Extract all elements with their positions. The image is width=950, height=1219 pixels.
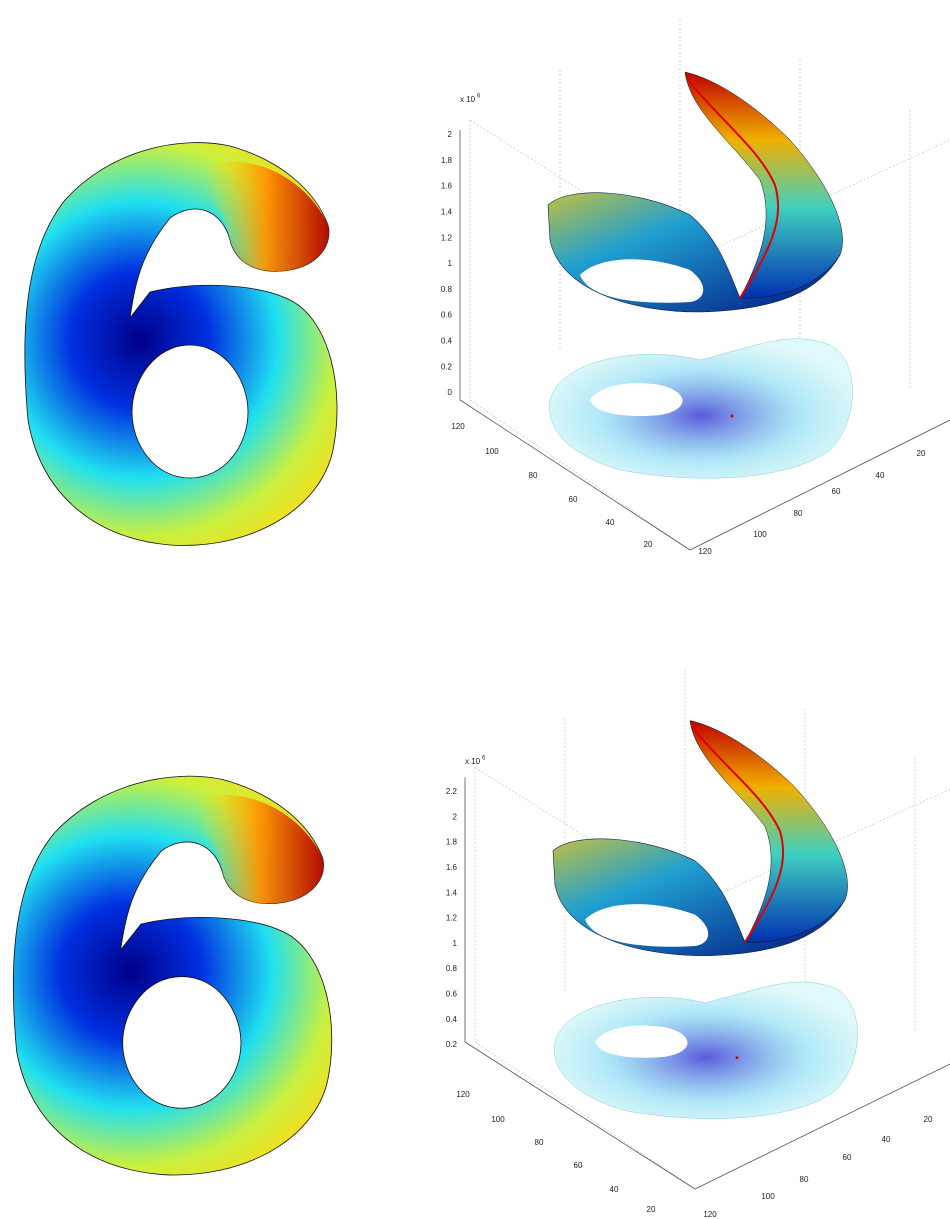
z-tick-label: 1.6 (441, 182, 453, 191)
z-tick-label: 0.2 (441, 362, 453, 371)
surface-plot-bottom (464, 668, 950, 1190)
left-tick-label: 100 (485, 447, 499, 456)
left-tick-label: 40 (610, 1185, 619, 1194)
z-tick-label: 1.8 (446, 838, 458, 847)
digit-surface-top (24, 142, 338, 546)
left-tick-label: 60 (574, 1161, 583, 1170)
right-tick-label: 60 (843, 1153, 852, 1162)
z-tick-label: 2 (453, 812, 458, 821)
z-tick-label: 2 (448, 130, 453, 139)
right-tick-label: 60 (832, 487, 841, 496)
right-tick-label: 120 (703, 1210, 717, 1219)
z-tick-label: 1.2 (446, 914, 458, 923)
right-tick-label: 80 (800, 1175, 809, 1184)
z-tick-label: 0.4 (441, 337, 453, 346)
z-exponent-power: 6 (482, 756, 486, 762)
right-tick-label: 40 (882, 1135, 891, 1144)
left-tick-label: 100 (491, 1115, 505, 1124)
z-tick-label: 1.4 (446, 888, 458, 897)
right-tick-label: 80 (794, 509, 803, 518)
z-tick-label: 0.8 (441, 285, 453, 294)
left-tick-label: 80 (529, 471, 538, 480)
left-tick-label: 60 (569, 495, 578, 504)
z-tick-label: 0.6 (441, 311, 453, 320)
z-tick-label: 0 (448, 388, 453, 397)
z-exponent-power: 6 (477, 94, 481, 100)
z-tick-label: 1.4 (441, 208, 453, 217)
z-tick-label: 1 (453, 939, 458, 948)
right-tick-label: 100 (753, 530, 767, 539)
left-tick-label: 120 (451, 422, 465, 431)
z-tick-label: 2.2 (446, 787, 458, 796)
left-tick-label: 20 (647, 1205, 656, 1214)
z-tick-label: 0.2 (446, 1040, 458, 1049)
left-tick-label: 40 (606, 518, 615, 527)
left-tick-label: 120 (456, 1090, 470, 1099)
left-tick-label: 20 (644, 540, 653, 549)
right-tick-label: 40 (876, 471, 885, 480)
z-tick-label: 0.6 (446, 990, 458, 999)
right-tick-label: 20 (917, 449, 926, 458)
z-tick-label: 1.6 (446, 863, 458, 872)
z-tick-label: 1.8 (441, 156, 453, 165)
z-exponent: x 10 (460, 95, 476, 104)
z-exponent: x 10 (465, 757, 481, 766)
digit-surface-bottom (12, 775, 333, 1176)
left-tick-label: 80 (535, 1138, 544, 1147)
right-tick-label: 100 (761, 1192, 775, 1201)
right-tick-label: 20 (924, 1115, 933, 1124)
z-tick-label: 1 (448, 259, 453, 268)
z-tick-label: 1.2 (441, 233, 453, 242)
z-tick-label: 0.8 (446, 964, 458, 973)
z-tick-label: 0.4 (446, 1015, 458, 1024)
right-tick-label: 120 (698, 547, 712, 556)
